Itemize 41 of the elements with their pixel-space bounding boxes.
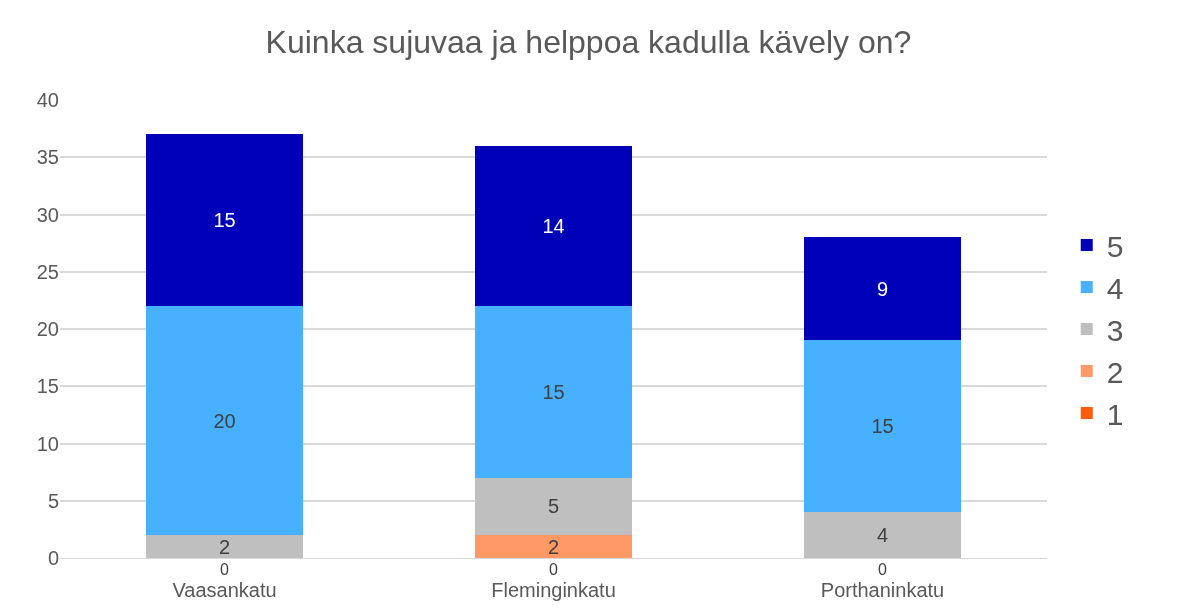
x-tick-label: Porthaninkatu	[820, 579, 945, 601]
chart-title: Kuinka sujuvaa ja helppoa kadulla kävely on?	[265, 23, 912, 60]
y-tick-label: 20	[36, 318, 59, 340]
data-label: 2	[218, 535, 231, 558]
data-label: 15	[871, 415, 894, 438]
bar	[474, 535, 633, 558]
y-tick-label: 0	[47, 547, 59, 569]
bar	[803, 237, 962, 341]
bar	[145, 535, 304, 558]
bar	[474, 306, 633, 478]
data-label: 14	[542, 214, 565, 237]
bar	[803, 340, 962, 513]
y-tick-label: 35	[36, 146, 59, 169]
data-label: 2	[547, 535, 560, 558]
y-tick-label: 15	[36, 375, 59, 398]
annotation: 0	[549, 561, 558, 578]
legend-label: 1	[1106, 397, 1124, 431]
bar	[803, 512, 962, 558]
data-label: 15	[542, 380, 565, 403]
y-tick-label: 40	[36, 89, 59, 111]
bar	[474, 145, 633, 307]
x-tick-label: Fleminginkatu	[491, 579, 616, 601]
bar	[145, 306, 304, 536]
data-label: 4	[876, 524, 889, 547]
bar	[145, 134, 304, 307]
y-tick-label: 30	[36, 203, 59, 226]
x-tick-label: Vaasankatu	[172, 579, 277, 601]
legend-label: 5	[1106, 229, 1124, 263]
legend-label: 2	[1106, 355, 1124, 389]
y-tick-label: 25	[36, 260, 59, 283]
data-label: 5	[547, 495, 560, 518]
data-label: 20	[213, 409, 236, 432]
data-label: 15	[213, 209, 236, 232]
y-tick-label: 5	[47, 489, 59, 512]
data-label: 9	[876, 277, 889, 300]
legend-label: 3	[1106, 313, 1124, 347]
annotation: 0	[220, 561, 229, 578]
annotation: 0	[878, 561, 887, 578]
bar	[474, 477, 633, 536]
y-tick-label: 10	[36, 432, 59, 455]
legend-label: 4	[1106, 271, 1124, 305]
